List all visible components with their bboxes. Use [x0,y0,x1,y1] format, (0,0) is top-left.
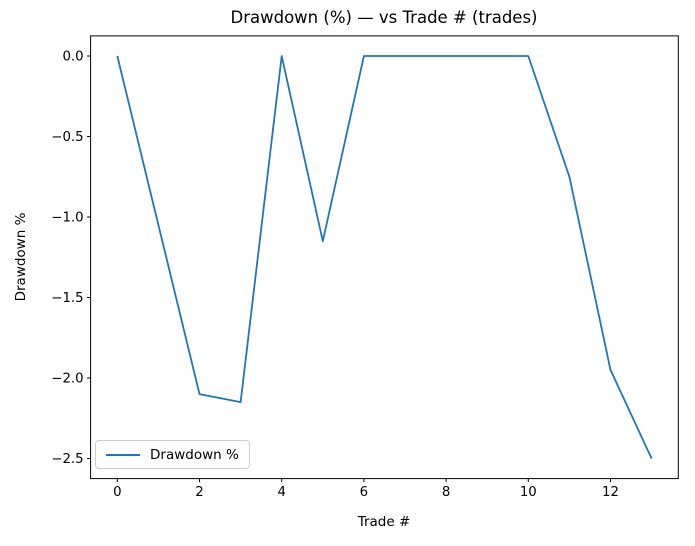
legend-line-sample [106,453,140,456]
y-tick-label: −0.5 [51,130,83,145]
y-tick-label: −2.5 [51,452,83,467]
legend: Drawdown % [95,440,250,469]
legend-label: Drawdown % [150,446,239,463]
x-tick-label: 2 [195,485,203,500]
drawdown-line [116,55,653,459]
y-tick-label: −2.0 [51,372,83,387]
x-tick-label: 10 [520,485,537,500]
x-tick-label: 6 [360,485,368,500]
x-tick-label: 0 [113,485,121,500]
y-tick-label: −1.0 [51,211,83,226]
x-tick-label: 4 [277,485,285,500]
x-axis-label: Trade # [357,514,411,530]
x-tick-label: 8 [442,485,450,500]
axes-spines [90,35,679,480]
y-tick-label: −1.5 [51,291,83,306]
chart-title: Drawdown (%) — vs Trade # (trades) [230,8,538,27]
y-tick-label: 0.0 [62,50,83,65]
x-tick-label: 12 [602,485,619,500]
